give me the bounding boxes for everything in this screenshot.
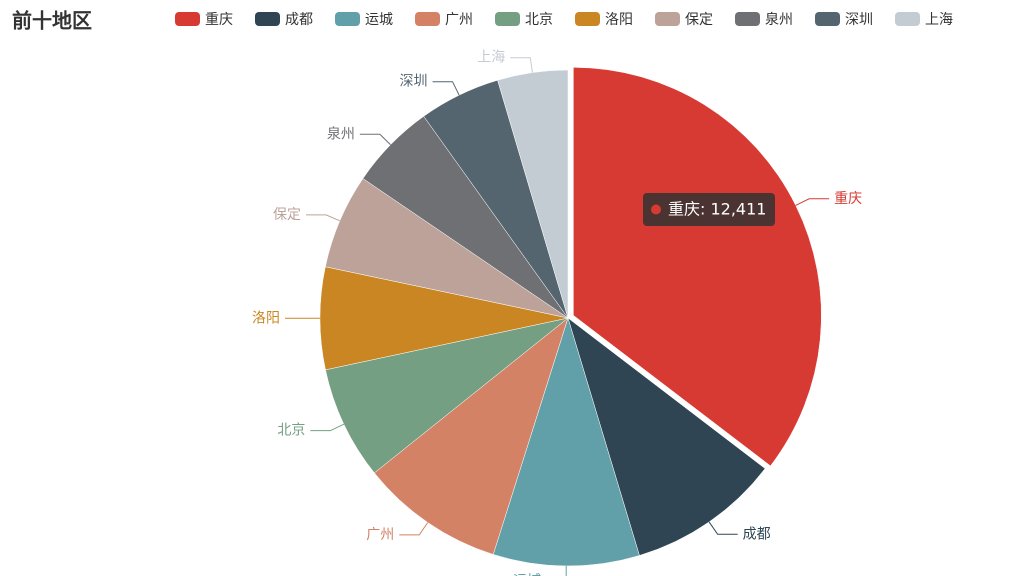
- label-line: [510, 57, 533, 73]
- slice-label: 广州: [366, 527, 394, 543]
- label-line: [708, 521, 738, 535]
- legend-swatch: [335, 12, 360, 26]
- legend-swatch: [415, 12, 440, 26]
- slice-label: 北京: [277, 423, 305, 439]
- legend-label: 洛阳: [605, 12, 633, 28]
- label-line: [310, 423, 345, 432]
- slice-label: 上海: [477, 50, 505, 66]
- slice-label: 重庆: [834, 191, 862, 207]
- legend-swatch: [895, 12, 920, 26]
- label-line: [306, 214, 341, 222]
- tooltip-marker: [651, 204, 661, 215]
- legend-swatch: [255, 12, 280, 26]
- legend-swatch: [575, 12, 600, 26]
- legend-label: 广州: [445, 12, 473, 28]
- pie-slice: [567, 317, 766, 556]
- slice-label: 运城: [513, 573, 541, 576]
- tooltip-box: [643, 193, 775, 226]
- slice-label: 泉州: [327, 125, 355, 142]
- label-line: [399, 522, 429, 536]
- slice-label: 保定: [273, 207, 301, 223]
- legend-label: 保定: [685, 12, 713, 28]
- label-line: [795, 198, 830, 206]
- legend-label: 泉州: [765, 11, 793, 28]
- pie-slice: [573, 67, 822, 467]
- slice-label: 深圳: [400, 74, 428, 90]
- legend-label: 深圳: [845, 12, 873, 28]
- label-line: [565, 565, 567, 576]
- legend-swatch: [175, 12, 200, 26]
- legend-label: 重庆: [205, 12, 233, 28]
- legend-swatch: [815, 12, 840, 26]
- slice-label: 成都: [743, 526, 771, 542]
- legend-label: 上海: [925, 12, 953, 28]
- chart-title: 前十地区: [12, 9, 92, 33]
- legend-label: 成都: [285, 12, 313, 28]
- tooltip-text: 重庆: 12,411: [668, 200, 766, 219]
- pie-slice: [492, 317, 640, 567]
- legend-swatch: [655, 12, 680, 26]
- slice-label: 洛阳: [252, 310, 280, 326]
- legend-swatch: [495, 12, 520, 26]
- pie-slice: [325, 317, 569, 474]
- legend-swatch: [735, 12, 760, 26]
- legend-label: 运城: [365, 12, 393, 28]
- label-line: [359, 133, 391, 146]
- tooltip: 重庆: 12,411: [643, 193, 775, 226]
- pie-slice: [373, 317, 569, 555]
- legend-label: 北京: [525, 12, 553, 28]
- label-line: [432, 81, 460, 96]
- pie-slice: [497, 69, 569, 319]
